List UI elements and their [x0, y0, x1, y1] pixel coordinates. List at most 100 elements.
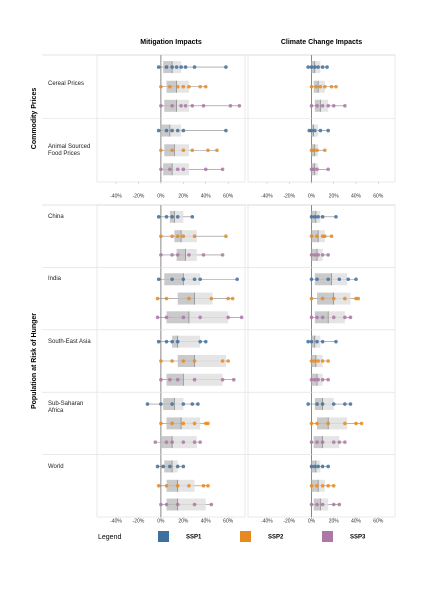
- point: [209, 296, 214, 301]
- point: [230, 296, 235, 301]
- point: [192, 502, 197, 507]
- point: [320, 296, 325, 301]
- point: [306, 65, 310, 69]
- point: [323, 84, 327, 89]
- point: [329, 234, 334, 238]
- point: [168, 84, 172, 89]
- box-high: [322, 436, 340, 449]
- point: [181, 359, 186, 363]
- point: [187, 253, 191, 257]
- box-low: [314, 273, 332, 286]
- point: [237, 104, 242, 108]
- point: [209, 502, 214, 507]
- point: [326, 253, 330, 257]
- x-tick-label: 20%: [329, 193, 340, 199]
- point: [175, 234, 180, 238]
- box-low: [311, 230, 319, 243]
- point: [309, 440, 314, 444]
- point: [175, 377, 180, 382]
- point: [175, 502, 180, 507]
- box-low: [166, 479, 178, 492]
- point: [164, 315, 169, 320]
- box-high: [169, 124, 182, 137]
- x-tick-label: -40%: [110, 518, 122, 524]
- row-label: World: [48, 463, 64, 470]
- point: [313, 359, 317, 363]
- point: [159, 421, 163, 426]
- point: [201, 253, 206, 257]
- point: [155, 315, 160, 320]
- point: [220, 359, 225, 363]
- point: [206, 148, 210, 153]
- x-tick-label: -20%: [133, 518, 145, 524]
- point: [343, 440, 347, 444]
- section-title: Population at Risk of Hunger: [31, 313, 38, 409]
- x-tick-label: -20%: [133, 193, 145, 199]
- point: [313, 253, 317, 257]
- point: [320, 402, 325, 406]
- point: [331, 315, 336, 320]
- x-tick-label: 0%: [308, 193, 316, 199]
- point: [164, 296, 169, 301]
- point: [170, 148, 174, 153]
- point: [309, 253, 314, 257]
- box-high: [322, 398, 334, 411]
- point: [334, 215, 338, 219]
- point: [181, 128, 186, 133]
- point: [334, 339, 338, 344]
- point: [316, 65, 320, 69]
- point: [315, 402, 319, 406]
- point: [220, 377, 225, 382]
- point: [343, 296, 347, 301]
- point: [170, 104, 174, 108]
- point: [187, 484, 191, 488]
- point: [181, 421, 186, 426]
- point: [159, 253, 163, 257]
- point: [311, 167, 316, 172]
- point: [226, 359, 230, 363]
- x-tick-label: -20%: [283, 518, 295, 524]
- point: [198, 339, 202, 344]
- point: [159, 167, 163, 172]
- point: [318, 84, 323, 89]
- point: [346, 277, 351, 282]
- point: [206, 484, 210, 488]
- point: [354, 277, 358, 282]
- box-low: [163, 398, 175, 411]
- point: [231, 377, 236, 382]
- column-title: Mitigation Impacts: [140, 39, 202, 46]
- box-high: [183, 273, 201, 286]
- point: [220, 167, 225, 172]
- point: [198, 440, 202, 444]
- box-low: [317, 417, 329, 430]
- point: [359, 421, 364, 426]
- point: [309, 104, 314, 108]
- point: [313, 464, 317, 469]
- point: [159, 234, 163, 238]
- x-tick-label: 60%: [223, 518, 234, 524]
- point: [318, 128, 323, 133]
- point: [170, 215, 174, 219]
- point: [175, 484, 180, 488]
- x-tick-label: 0%: [308, 518, 316, 524]
- point: [316, 377, 320, 382]
- box-low: [177, 292, 195, 305]
- point: [159, 377, 163, 382]
- x-tick-label: 40%: [201, 518, 212, 524]
- point: [156, 277, 161, 282]
- box-low: [311, 479, 319, 492]
- point: [183, 104, 188, 108]
- point: [170, 402, 174, 406]
- point: [356, 296, 361, 301]
- point: [315, 167, 319, 172]
- point: [168, 377, 172, 382]
- point: [192, 359, 197, 363]
- point: [235, 277, 239, 282]
- point: [170, 253, 174, 257]
- point: [170, 234, 174, 238]
- point: [181, 315, 186, 320]
- point: [201, 104, 206, 108]
- point: [155, 296, 160, 301]
- point: [315, 315, 319, 320]
